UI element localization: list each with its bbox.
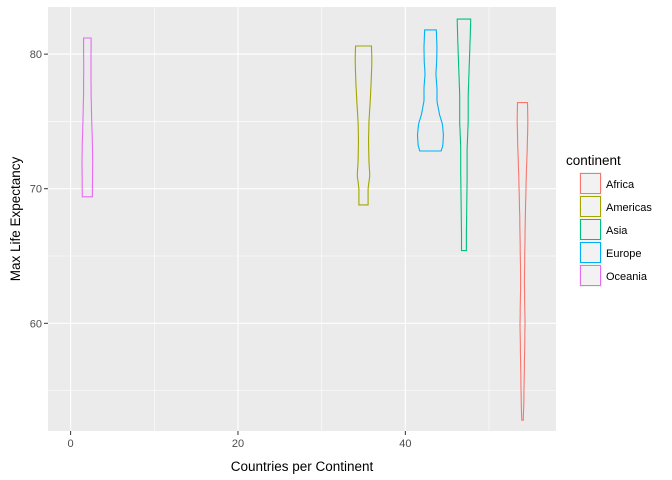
legend-label: Europe [606, 248, 641, 260]
violin-americas [354, 45, 373, 206]
violin-asia [456, 18, 472, 252]
x-axis-title: Countries per Continent [231, 459, 374, 474]
legend-key-background [579, 172, 602, 195]
y-tick-label: 80 [30, 49, 42, 61]
gridlines [48, 7, 556, 431]
legend-label: Africa [606, 179, 635, 191]
legend-key-americas [580, 196, 601, 217]
legend-key-africa [580, 173, 601, 194]
violin-africa [516, 102, 529, 421]
x-tick-label: 40 [399, 438, 411, 450]
legend-key-oceania [580, 265, 601, 286]
legend: continent Africa Americas Asia Europe Oceani… [566, 153, 652, 287]
x-tick-label: 0 [68, 438, 74, 450]
legend-label: Americas [606, 202, 652, 214]
y-axis-title: Max Life Expectancy [8, 156, 23, 281]
violins [81, 18, 529, 421]
panel-background [48, 7, 556, 431]
legend-label: Oceania [606, 271, 648, 283]
legend-key-background [579, 264, 602, 287]
y-axis: 60 70 80 [30, 49, 48, 330]
legend-key-background [579, 241, 602, 264]
violin-europe [416, 29, 444, 152]
legend-key-background [579, 195, 602, 218]
y-tick-label: 70 [30, 184, 42, 196]
legend-key-europe [580, 242, 601, 263]
y-tick-label: 60 [30, 318, 42, 330]
legend-key-background [579, 218, 602, 241]
violin-oceania [81, 37, 94, 198]
x-axis: 0 20 40 [68, 431, 411, 450]
legend-key-asia [580, 219, 601, 240]
x-tick-label: 20 [232, 438, 244, 450]
legend-title: continent [566, 153, 621, 168]
legend-label: Asia [606, 225, 628, 237]
